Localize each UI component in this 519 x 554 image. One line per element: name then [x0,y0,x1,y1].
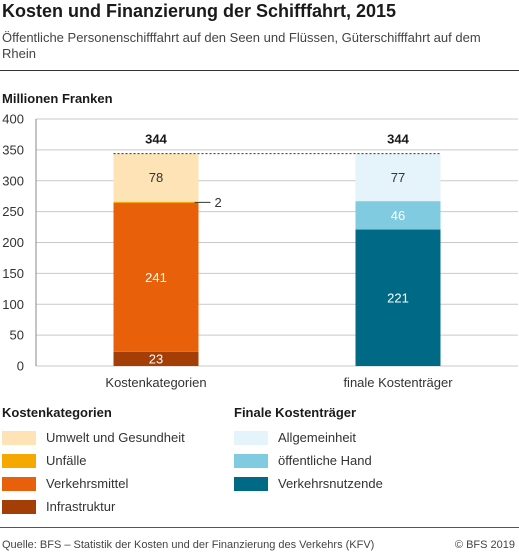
legend-items: Umwelt und Gesundheit Unfälle Verkehrsmitt… [2,426,185,518]
y-tick-label: 300 [2,173,24,188]
data-label: 23 [149,351,163,366]
legend-swatch [234,476,268,491]
stacked-bar-chart: Millionen Franken 0 50 100 150 200 250 300 350 40… [2,91,518,390]
copyright: © BFS 2019 [454,539,515,551]
legend-label: Allgemeinheit [278,430,357,445]
legend-title: Kostenkategorien [2,405,112,420]
data-label: 78 [149,170,163,185]
legend-item: Unfälle [2,449,185,472]
data-label: 221 [387,290,409,305]
y-tick-label: 400 [2,112,24,127]
legend-item: Allgemeinheit [234,426,383,449]
y-tick-label: 350 [2,142,24,157]
y-tick-label: 0 [17,359,24,374]
legend-label: öffentliche Hand [278,453,372,468]
legend-item: Infrastruktur [2,495,185,518]
total-label: 344 [145,132,167,147]
y-tick-label: 200 [2,235,24,250]
legend-label: Verkehrsmittel [46,476,129,491]
legend-item: Umwelt und Gesundheit [2,426,185,449]
legend-kostentraeger: Finale Kostenträger Allgemeinheit öffentl… [234,405,383,495]
legend-item: Verkehrsnutzende [234,472,383,495]
y-tick-label: 100 [2,297,24,312]
legend-swatch [2,499,36,514]
chart-subtitle: Öffentliche Personenschifffahrt auf den … [2,30,481,61]
x-category-label: Kostenkategorien [105,375,206,390]
source-note: Quelle: BFS – Statistik der Kosten und d… [2,539,375,551]
legend-swatch [234,453,268,468]
legend-label: Umwelt und Gesundheit [46,430,185,445]
legend-swatch [234,430,268,445]
legend-item: Verkehrsmittel [2,472,185,495]
legend-kostenkategorien: Kostenkategorien Umwelt und Gesundheit Un… [2,405,185,518]
data-label: 2 [215,195,222,210]
top-divider [0,70,519,71]
chart-title: Kosten und Finanzierung der Schifffahrt,… [2,1,397,21]
x-category-label: finale Kostenträger [343,375,453,390]
legend-title: Finale Kostenträger [234,405,357,420]
data-label: 46 [391,208,405,223]
bar-segment [355,229,441,366]
y-axis-label: Millionen Franken [2,91,113,106]
data-label: 241 [145,270,167,285]
legend-swatch [2,430,36,445]
total-label: 344 [387,132,409,147]
y-tick-label: 150 [2,266,24,281]
bar-segment [113,202,199,352]
legend-swatch [2,453,36,468]
bar-segment [355,201,441,230]
y-tick-label: 250 [2,204,24,219]
legend-swatch [2,476,36,491]
bar-segment [113,351,199,366]
legend-item: öffentliche Hand [234,449,383,472]
footer: Quelle: BFS – Statistik der Kosten und d… [2,539,515,551]
y-tick-label: 50 [10,328,24,343]
bottom-divider [0,527,519,528]
legend-label: Unfälle [46,453,87,468]
legend-label: Infrastruktur [46,499,116,514]
bar-segment [113,153,199,202]
bar-segment [113,201,199,203]
data-label: 77 [391,170,405,185]
legend-label: Verkehrsnutzende [278,476,383,491]
bar-segment [355,153,441,202]
legend-items: Allgemeinheit öffentliche Hand Verkehrsnut… [234,426,383,495]
